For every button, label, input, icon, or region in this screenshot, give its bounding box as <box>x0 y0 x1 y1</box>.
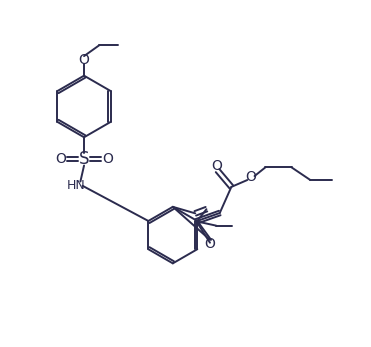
Text: O: O <box>55 152 66 166</box>
Text: O: O <box>102 152 113 166</box>
Text: O: O <box>204 237 216 251</box>
Text: S: S <box>79 150 89 168</box>
Text: O: O <box>211 159 222 172</box>
Text: O: O <box>246 170 256 184</box>
Text: HN: HN <box>67 179 85 192</box>
Text: O: O <box>79 53 89 67</box>
